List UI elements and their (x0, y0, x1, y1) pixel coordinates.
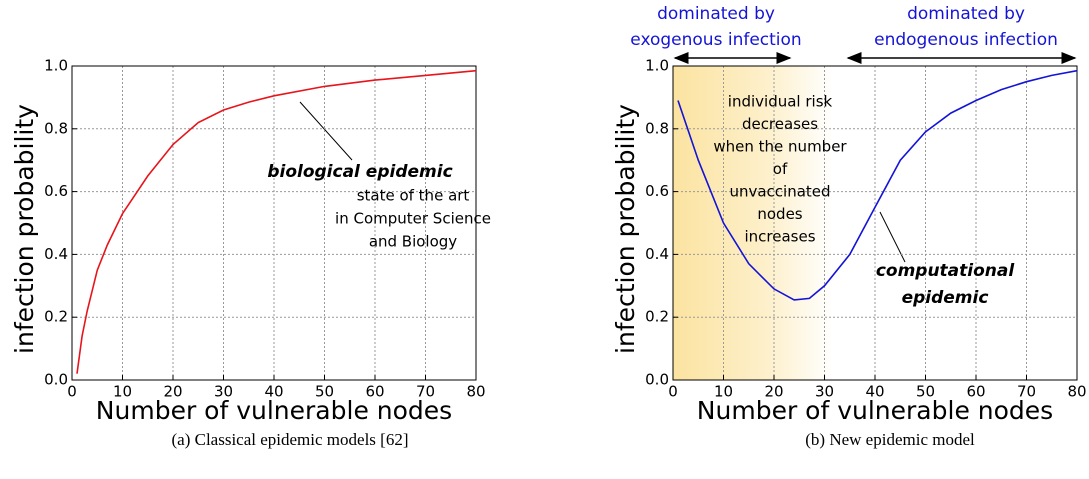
caption: (b) New epidemic model (805, 430, 975, 449)
annotation: dominated by (657, 4, 775, 24)
line-series (677, 69, 1078, 301)
annotation: state of the art (357, 187, 470, 205)
x-tick-label: 80 (466, 383, 485, 401)
annotation: endogenous infection (874, 30, 1058, 50)
y-tick-label: 0.8 (44, 119, 68, 137)
x-axis-label: Number of vulnerable nodes (697, 396, 1053, 425)
annotation: individual risk (728, 93, 833, 111)
y-tick-label: 1.0 (645, 57, 669, 75)
x-tick-label: 10 (714, 383, 733, 401)
y-tick-label: 0.4 (44, 245, 68, 263)
annotation: computational (876, 261, 1016, 281)
y-tick-label: 0.0 (44, 371, 68, 389)
shaded-region (673, 66, 833, 380)
x-tick-label: 50 (916, 383, 935, 401)
x-tick-label: 30 (815, 383, 834, 401)
annotation: unvaccinated (729, 183, 830, 201)
y-tick-label: 0.8 (645, 119, 669, 137)
annotation: and Biology (369, 233, 457, 251)
x-tick-label: 10 (113, 383, 132, 401)
x-tick-label: 40 (865, 383, 884, 401)
y-tick-label: 1.0 (44, 57, 68, 75)
plot-frame (672, 65, 1078, 381)
y-tick-label: 0.2 (44, 308, 68, 326)
x-tick-label: 30 (214, 383, 233, 401)
x-tick-label: 80 (1067, 383, 1086, 401)
plot-frame (71, 65, 477, 381)
y-axis-label: infection probability (611, 104, 640, 354)
annotation: when the number (713, 138, 847, 156)
x-tick-label: 50 (315, 383, 334, 401)
x-tick-label: 40 (264, 383, 283, 401)
annotation: increases (744, 228, 815, 246)
annotation: biological epidemic (267, 162, 452, 182)
annotation: decreases (742, 115, 818, 133)
x-tick-label: 60 (365, 383, 384, 401)
x-tick-label: 0 (67, 383, 77, 401)
y-axis-label: infection probability (10, 104, 39, 354)
x-axis-label: Number of vulnerable nodes (96, 396, 452, 425)
y-tick-label: 0.2 (645, 308, 669, 326)
y-tick-label: 0.6 (44, 182, 68, 200)
y-tick-label: 0.6 (645, 182, 669, 200)
pointer-line (299, 101, 353, 161)
x-tick-label: 20 (163, 383, 182, 401)
line-series (76, 69, 477, 374)
x-tick-label: 70 (416, 383, 435, 401)
annotation: dominated by (907, 4, 1025, 24)
pointer-line (879, 211, 906, 263)
y-tick-label: 0.4 (645, 245, 669, 263)
x-tick-label: 0 (668, 383, 678, 401)
annotation: in Computer Science (335, 210, 491, 228)
x-tick-label: 70 (1017, 383, 1036, 401)
x-tick-label: 60 (966, 383, 985, 401)
annotation: exogenous infection (630, 30, 801, 50)
annotation: epidemic (902, 288, 989, 308)
caption: (a) Classical epidemic models [62] (172, 430, 409, 449)
annotation: of (773, 160, 788, 178)
annotation: nodes (757, 205, 802, 223)
x-tick-label: 20 (764, 383, 783, 401)
y-tick-label: 0.0 (645, 371, 669, 389)
